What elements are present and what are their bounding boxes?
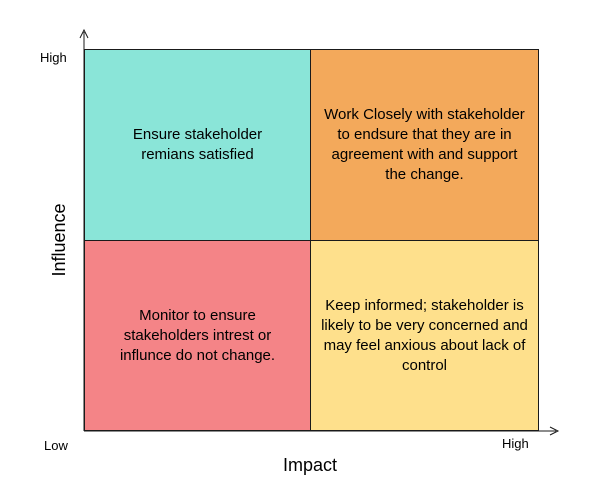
x-axis-low-label: Low xyxy=(44,438,68,453)
quadrant-bottom-right: Keep informed; stakeholder is likely to … xyxy=(310,240,539,431)
x-axis-arrow-icon xyxy=(549,426,560,436)
quadrant-bottom-right-text: Keep informed; stakeholder is likely to … xyxy=(321,296,528,374)
quadrant-top-right: Work Closely with stakeholder to endsure… xyxy=(310,49,539,241)
quadrant-bottom-left: Monitor to ensure stakeholders intrest o… xyxy=(84,240,311,431)
y-axis-title: Influence xyxy=(49,203,69,277)
quadrant-top-left: Ensure stakeholder remians satisfied xyxy=(84,49,311,241)
quadrant-top-left-text: Ensure stakeholder remians satisfied xyxy=(132,126,263,163)
quadrant-bottom-left-text: Monitor to ensure stakeholders intrest o… xyxy=(119,306,276,364)
x-axis-high-label: High xyxy=(502,436,529,451)
x-axis-title: Impact xyxy=(282,455,338,475)
y-axis-high-label: High xyxy=(40,50,67,65)
y-axis-arrow-icon xyxy=(79,28,89,39)
quadrant-top-right-text: Work Closely with stakeholder to endsure… xyxy=(324,106,525,183)
